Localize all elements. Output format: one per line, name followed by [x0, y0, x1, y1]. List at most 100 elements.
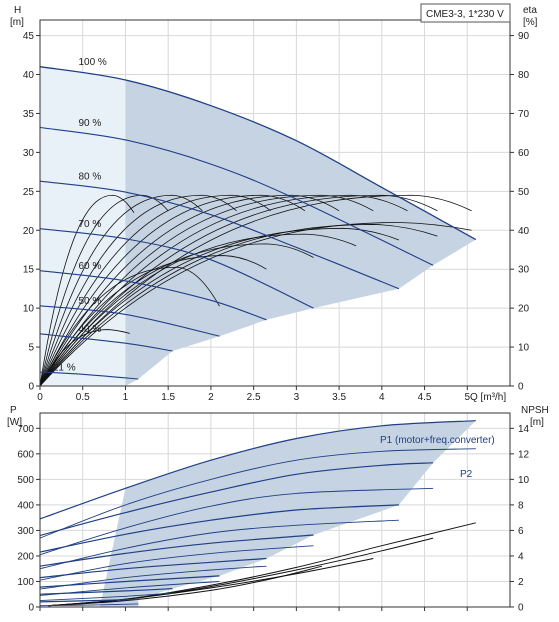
speed-curve	[40, 270, 267, 321]
y2-tick-label: 6	[518, 526, 524, 537]
p1-curve	[40, 462, 434, 537]
x-tick-label: 4.5	[418, 392, 432, 403]
y2-tick-label: 40	[518, 226, 530, 237]
eta-curve	[40, 222, 472, 386]
y-tick-label: 700	[17, 424, 34, 435]
p2-curve	[40, 545, 314, 581]
speed-label: 90 %	[78, 118, 101, 129]
flow-x-label: Q [m³/h]	[470, 392, 506, 403]
speed-labels: 100 % 90 % 80 % 70 % 60 % 50 % 40 % 21 %	[53, 57, 107, 373]
power-operating-range	[99, 420, 476, 607]
y2-tick-label: 2	[518, 577, 524, 588]
x-tick-label: 4	[379, 392, 385, 403]
y2-tick-label: 10	[518, 343, 530, 354]
eta-curve	[40, 233, 357, 386]
y2-tick-label: 50	[518, 187, 530, 198]
power-y-ticks: 0 100 200 300 400 500 600 700	[17, 424, 40, 614]
power-x-ticks	[39, 607, 468, 611]
y-tick-label: 100	[17, 577, 34, 588]
p2-curve	[40, 519, 399, 570]
eta-curve	[40, 194, 408, 386]
y2-tick-label: 70	[518, 109, 530, 120]
p1-curve	[40, 420, 476, 520]
p1-curve	[40, 557, 267, 579]
efficiency-curves	[40, 194, 472, 386]
y-tick-label: 10	[23, 304, 35, 315]
y2-tick-label: 14	[518, 424, 530, 435]
y-tick-label: 500	[17, 475, 34, 486]
p1-curve	[40, 575, 220, 588]
y-tick-label: 25	[23, 187, 35, 198]
y-tick-label: 0	[28, 603, 34, 614]
eta-curve	[40, 255, 267, 386]
head-y-ticks: 0 5 10 15 20 25 30 35 40 45	[23, 31, 40, 393]
y-tick-label: 20	[23, 226, 35, 237]
y2-tick-label: 60	[518, 148, 530, 159]
npsh-y-title: NPSH	[521, 405, 549, 416]
y-tick-label: 600	[17, 449, 34, 460]
y2-tick-label: 30	[518, 265, 530, 276]
p1-curves	[40, 420, 476, 603]
eta-curve	[40, 194, 306, 386]
eta-curve	[40, 194, 271, 386]
p1-curve	[40, 598, 139, 603]
npsh-y-unit: [m]	[530, 417, 544, 428]
p1-curve	[40, 504, 399, 553]
p2-curve	[40, 448, 476, 539]
p2-curve-label: P2	[460, 469, 473, 480]
power-plot-frame	[39, 412, 511, 608]
y2-tick-label: 20	[518, 304, 530, 315]
x-tick-label: 5	[464, 392, 470, 403]
p1-curve	[40, 588, 173, 595]
speed-label: 21 %	[53, 362, 76, 373]
p2-curves	[40, 448, 476, 607]
y-tick-label: 30	[23, 148, 35, 159]
power-y-unit: [W]	[7, 417, 22, 428]
p1-curve	[40, 534, 314, 567]
y2-tick-label: 80	[518, 70, 530, 81]
speed-curve	[40, 333, 173, 352]
y-tick-label: 0	[28, 382, 34, 393]
x-tick-label: 3	[294, 392, 300, 403]
y2-tick-label: 90	[518, 31, 530, 42]
head-x-ticks: 0 0.5 1 1.5 2 2.5 3 3.5 4 4.5 5	[37, 386, 470, 403]
speed-curve	[40, 228, 314, 309]
eta-y-ticks: 0 10 20 30 40 50 60 70 80 90	[510, 31, 530, 393]
x-tick-label: 0	[37, 392, 43, 403]
y-tick-label: 300	[17, 526, 34, 537]
y-tick-label: 45	[23, 31, 35, 42]
y-tick-label: 5	[28, 343, 34, 354]
p2-curve	[40, 487, 434, 556]
speed-curve	[40, 371, 139, 380]
power-range-region	[99, 420, 476, 607]
eta-curve	[40, 227, 400, 386]
speed-curve	[40, 66, 477, 241]
y2-tick-label: 8	[518, 500, 524, 511]
y-tick-label: 200	[17, 551, 34, 562]
npsh-y-ticks: 0 2 4 6 8 10 12 14	[510, 424, 530, 614]
speed-label: 80 %	[78, 172, 101, 183]
head-y-title: H	[14, 5, 21, 16]
eta-y-title: eta	[523, 5, 537, 16]
power-y-title: P	[10, 405, 17, 416]
eta-curve	[40, 194, 203, 386]
head-operating-range	[40, 66, 476, 386]
x-tick-label: 3.5	[332, 392, 346, 403]
head-y-unit: [m]	[10, 17, 24, 28]
y2-tick-label: 0	[518, 382, 524, 393]
x-tick-label: 0.5	[76, 392, 90, 403]
eta-curve	[40, 194, 438, 386]
y2-tick-label: 0	[518, 603, 524, 614]
eta-curve	[40, 194, 169, 386]
pump-model-badge-frame	[420, 3, 511, 23]
speed-label: 50 %	[78, 296, 101, 307]
low-flow-region	[40, 66, 126, 386]
speed-curve	[40, 180, 400, 290]
operating-range-region	[125, 79, 476, 386]
x-tick-label: 1	[123, 392, 129, 403]
speed-curve	[40, 305, 220, 337]
head-plot-frame	[39, 19, 511, 387]
y-tick-label: 35	[23, 109, 35, 120]
